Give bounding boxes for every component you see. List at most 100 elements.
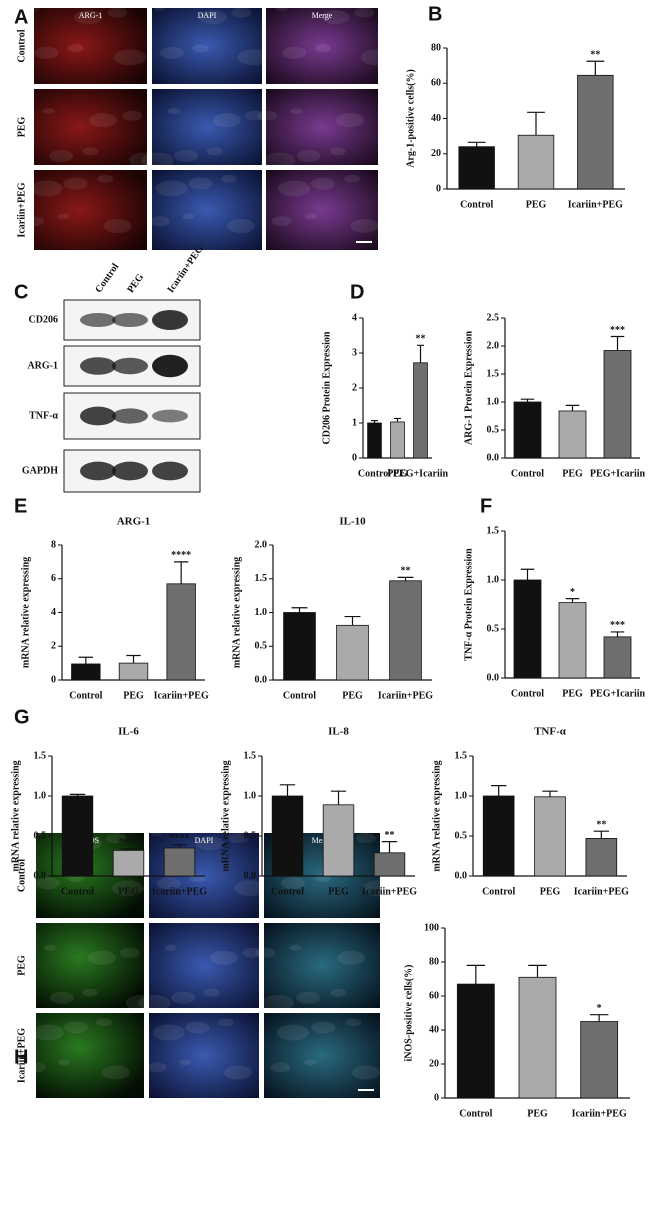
x-tick-label: PEG+Icariin <box>393 468 449 479</box>
tissue-texture <box>352 1065 381 1080</box>
error-bar <box>78 656 93 664</box>
bar <box>456 983 495 1099</box>
y-tick-label: 0.5 <box>244 830 257 841</box>
y-axis-label: mRNA relative expressing <box>20 557 31 668</box>
error-bar <box>565 598 580 603</box>
tissue-texture <box>185 1021 210 1034</box>
significance: * <box>597 1003 602 1014</box>
significance: **** <box>119 837 139 848</box>
x-tick-label: Control <box>511 468 544 479</box>
x-tick-label: Control <box>460 199 493 210</box>
tissue-texture <box>156 877 181 890</box>
tissue-texture <box>179 1059 192 1066</box>
tissue-texture <box>96 1018 113 1027</box>
tissue-texture <box>255 947 276 958</box>
y-tick-label: 60 <box>431 78 441 89</box>
y-tick-label: 3 <box>352 347 357 358</box>
protein-label: TNF-α <box>29 410 58 421</box>
x-tick-label: PEG <box>527 1108 548 1119</box>
micrograph <box>266 89 378 165</box>
y-tick-label: 4 <box>352 312 357 323</box>
error-bar <box>520 398 535 402</box>
y-tick-label: 2.5 <box>487 312 500 323</box>
y-tick-label: 0.5 <box>34 830 47 841</box>
y-tick-label: 0 <box>352 452 357 463</box>
y-tick-label: 1.0 <box>255 607 268 618</box>
tissue-texture <box>138 994 171 1011</box>
y-tick-label: 1.0 <box>455 790 468 801</box>
x-tick-label: Control <box>511 688 544 699</box>
tissue-texture <box>270 1062 291 1073</box>
tissue-texture <box>275 5 288 11</box>
y-tick-label: 0 <box>434 1092 439 1103</box>
bar <box>166 583 196 681</box>
bar <box>367 422 382 459</box>
error-bar <box>330 790 347 805</box>
bar <box>577 74 614 190</box>
panel-letter: H <box>14 1046 28 1068</box>
tissue-texture <box>330 988 347 997</box>
tissue-texture <box>141 152 174 169</box>
x-tick-label: Control <box>283 690 316 701</box>
bar <box>517 134 555 190</box>
tissue-texture <box>149 216 170 227</box>
tissue-texture <box>174 149 199 162</box>
tissue-texture <box>329 147 346 156</box>
error-bar <box>397 576 414 581</box>
error-bar <box>586 60 605 76</box>
bar <box>580 1021 619 1099</box>
y-tick-label: 0 <box>51 674 56 685</box>
tissue-texture <box>122 110 143 121</box>
chart-title: ARG-1 <box>117 516 151 528</box>
bar <box>271 795 304 877</box>
tissue-texture <box>82 147 99 156</box>
significance: ** <box>590 50 600 61</box>
tissue-texture <box>63 177 88 190</box>
y-tick-label: 2.0 <box>255 539 268 550</box>
error-bar <box>610 631 625 637</box>
panel-letter: G <box>14 706 30 728</box>
y-tick-label: 0.5 <box>487 623 500 634</box>
y-tick-label: 1.5 <box>455 750 468 761</box>
tissue-texture <box>111 880 144 897</box>
bar <box>71 663 101 681</box>
tissue-texture <box>231 7 252 18</box>
significance: **** <box>171 550 191 561</box>
tissue-texture <box>44 944 57 951</box>
tissue-texture <box>356 833 377 844</box>
tissue-texture <box>171 991 196 1004</box>
error-bar <box>528 964 547 978</box>
error-bar <box>466 964 486 985</box>
y-tick-label: 2 <box>51 641 56 652</box>
tissue-texture <box>150 830 163 836</box>
bar <box>336 624 369 681</box>
panel-letter: F <box>480 495 492 517</box>
bar <box>389 580 422 681</box>
x-tick-label: PEG <box>387 468 408 479</box>
y-tick-label: 1.5 <box>34 750 47 761</box>
tissue-texture <box>277 1024 309 1041</box>
tissue-texture <box>234 880 267 897</box>
bar <box>534 796 566 877</box>
bar <box>518 976 557 1099</box>
bar <box>585 838 618 877</box>
significance: ** <box>596 819 606 830</box>
tissue-texture <box>49 149 74 162</box>
error-bar <box>520 568 535 580</box>
micrograph <box>36 1013 144 1098</box>
blot-band <box>152 310 188 330</box>
y-axis-label: CD206 Protein Expression <box>321 331 332 444</box>
tissue-texture <box>105 833 126 844</box>
x-tick-label: PEG <box>562 468 583 479</box>
bar <box>413 362 428 459</box>
tissue-texture <box>165 944 177 951</box>
lane-label: Control <box>93 261 121 295</box>
y-tick-label: 2 <box>352 382 357 393</box>
tissue-texture <box>224 1065 253 1080</box>
significance: * <box>570 587 575 598</box>
bar <box>603 350 632 459</box>
x-tick-label: Control <box>61 886 94 897</box>
bar <box>163 847 196 877</box>
error-bar <box>371 419 378 423</box>
y-tick-label: 20 <box>429 1058 439 1069</box>
